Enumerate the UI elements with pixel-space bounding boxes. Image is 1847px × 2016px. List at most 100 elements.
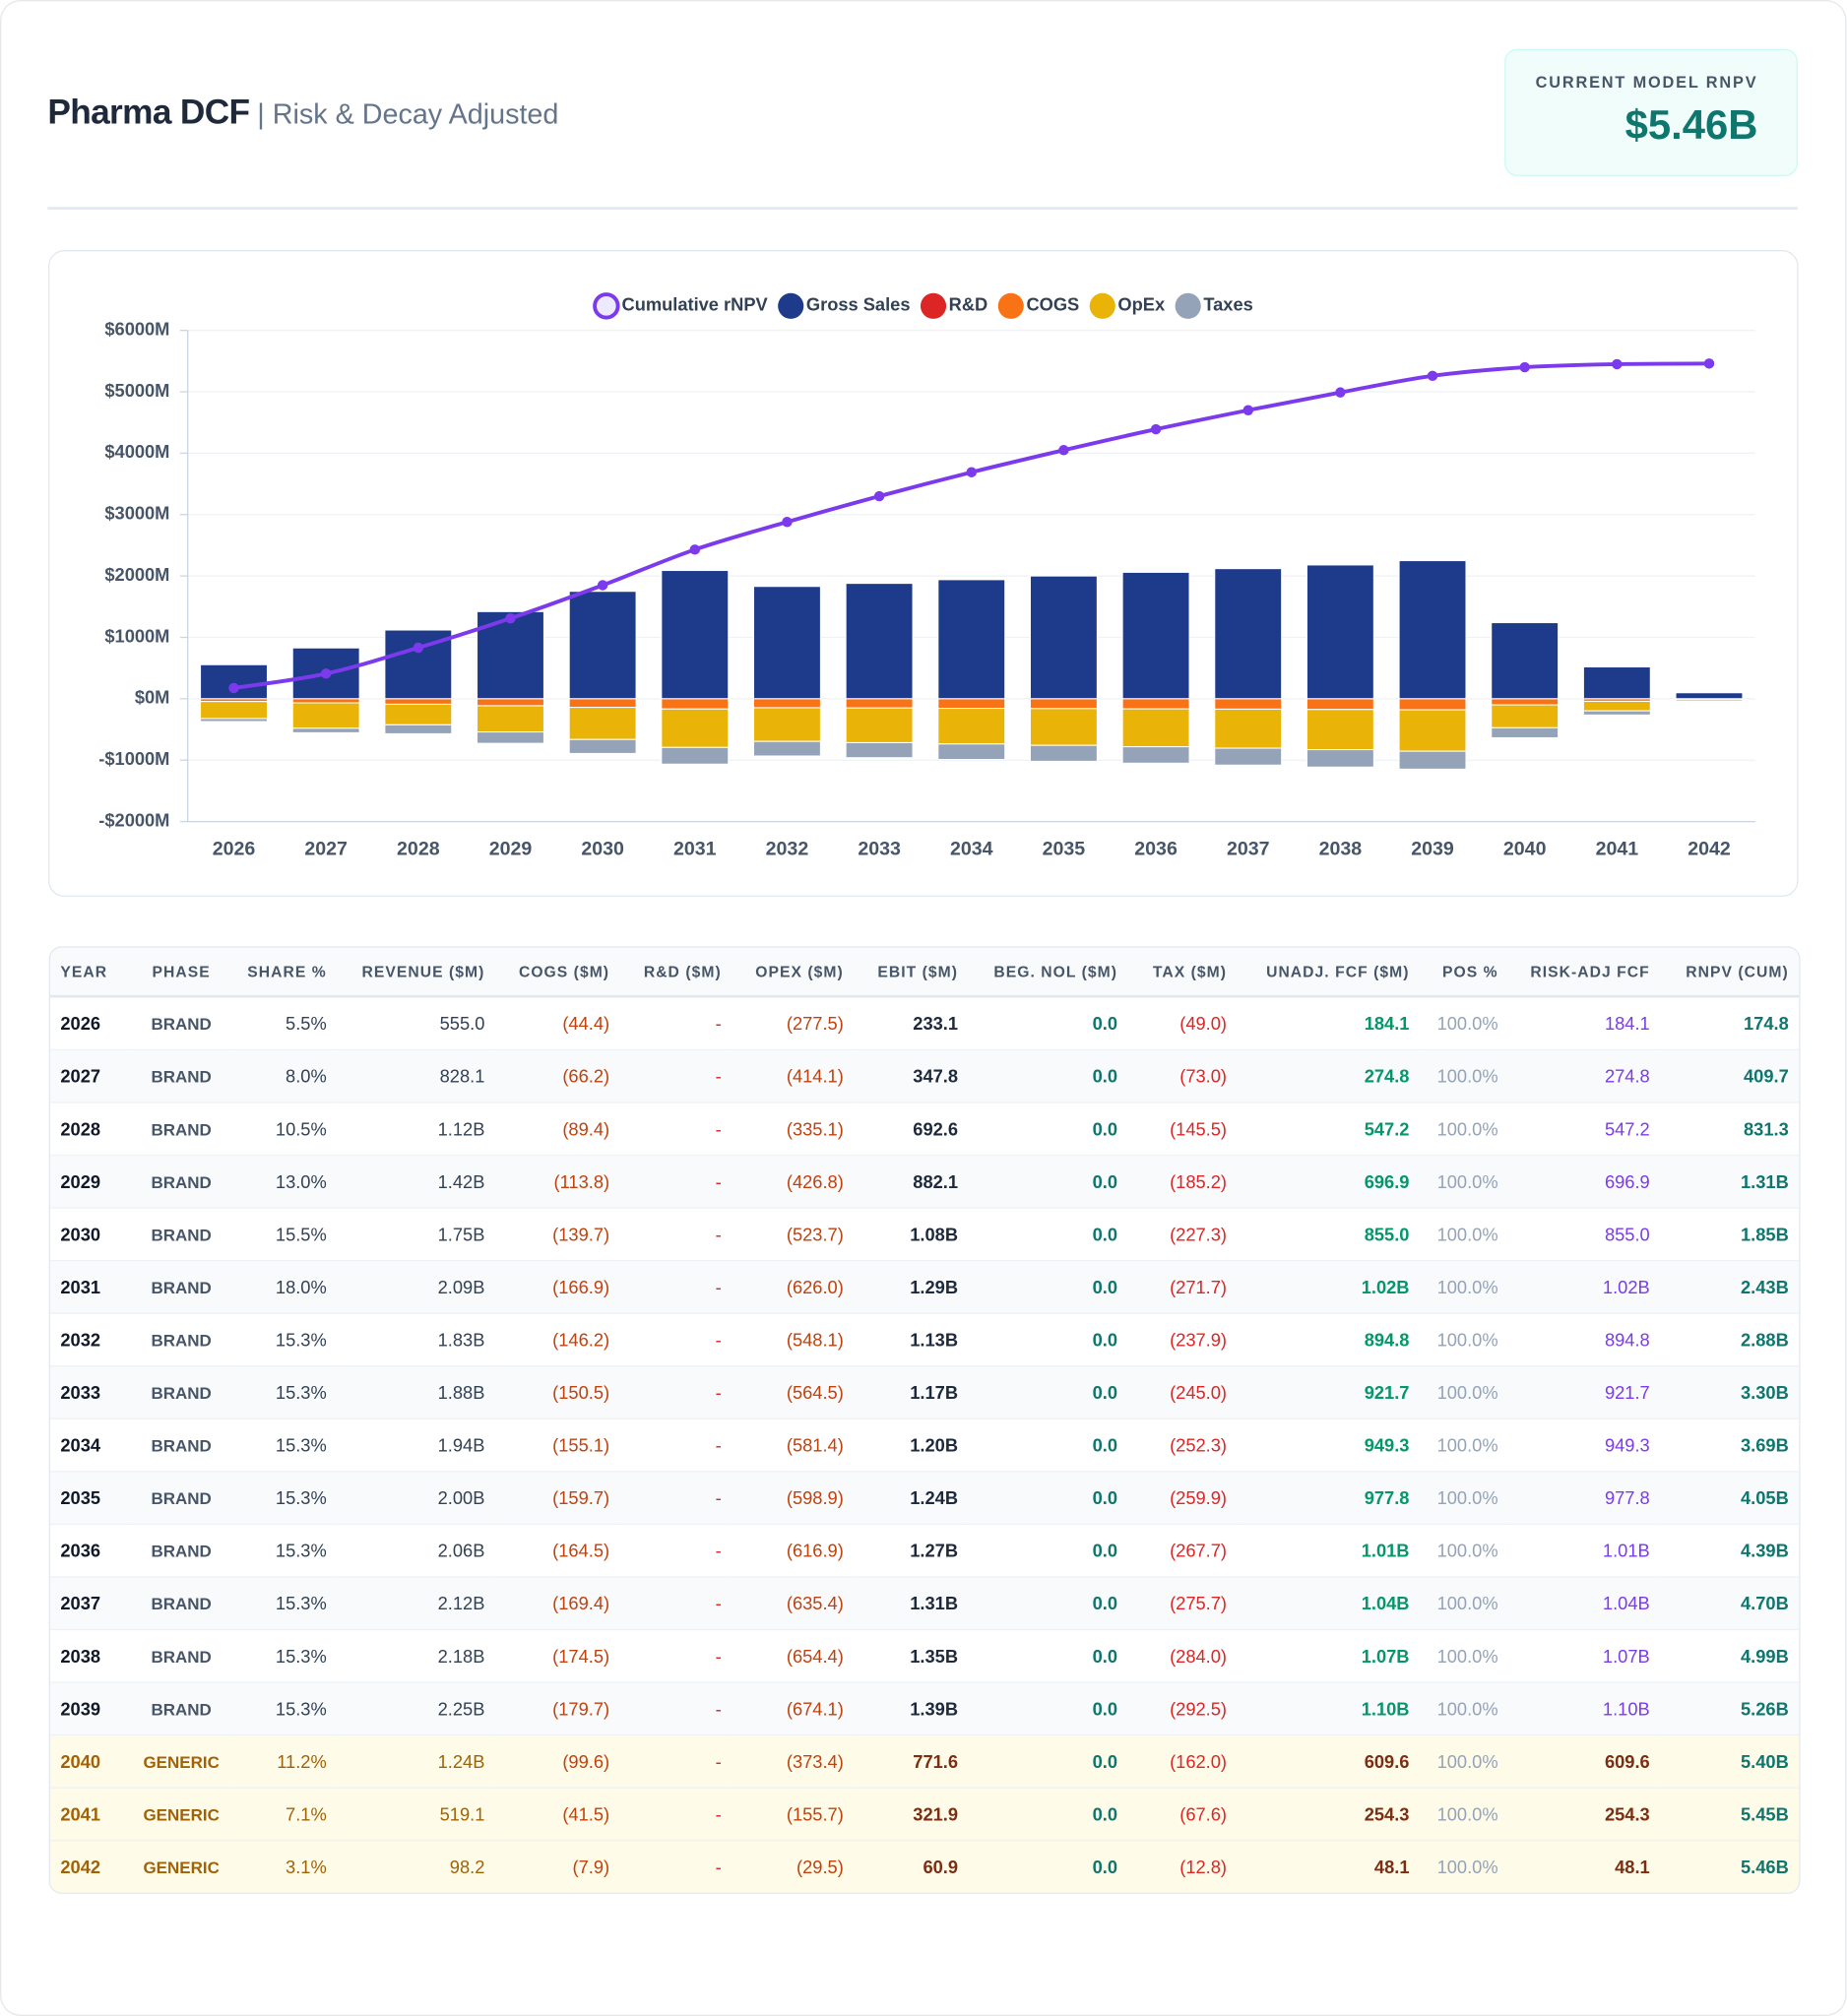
table-cell: (335.1) <box>732 1102 855 1156</box>
x-tick-label: 2040 <box>1503 839 1547 860</box>
table-cell: 609.6 <box>1508 1733 1661 1789</box>
bar <box>291 702 360 729</box>
bar <box>1306 698 1374 711</box>
legend-item: R&D <box>920 292 987 319</box>
table-cell: 831.3 <box>1660 1102 1800 1156</box>
table: YEAR PHASE SHARE % REVENUE ($M) COGS ($M) R&D… <box>49 947 1800 1893</box>
bar <box>661 746 730 765</box>
bar <box>1675 692 1744 700</box>
table-cell: 2029 <box>49 1154 130 1209</box>
line-point <box>1150 423 1162 435</box>
y-tick-label: $5000M <box>104 380 169 401</box>
bar <box>291 727 360 733</box>
x-tick-label: 2041 <box>1596 839 1639 860</box>
table-cell: BRAND <box>129 1365 233 1419</box>
column-header: RNPV (CUM) <box>1660 947 1800 998</box>
table-cell: 977.8 <box>1508 1471 1661 1525</box>
table-row: 2036 BRAND 15.3% 2.06B (164.5) - (616.9) 1.27B 0… <box>49 1523 1800 1577</box>
table-cell: 5.5% <box>232 995 338 1050</box>
table-cell: - <box>619 1102 732 1156</box>
table-cell: 0.0 <box>968 1154 1128 1209</box>
table-cell: 555.0 <box>337 995 495 1050</box>
table-cell: - <box>619 1681 732 1735</box>
y-tick-label: $0M <box>135 687 170 708</box>
table-cell: (67.6) <box>1127 1787 1238 1841</box>
table-cell: (49.0) <box>1127 995 1238 1050</box>
table-cell: BRAND <box>129 1576 233 1630</box>
bar <box>661 698 730 710</box>
table-row: 2039 BRAND 15.3% 2.25B (179.7) - (674.1) 1.39B 0… <box>49 1681 1800 1735</box>
table-cell: 5.45B <box>1660 1787 1800 1841</box>
y-tick-label: -$2000M <box>98 809 169 830</box>
table-cell: 771.6 <box>854 1733 969 1789</box>
table-cell: 1.27B <box>854 1523 969 1577</box>
table-cell: 5.26B <box>1660 1681 1800 1735</box>
table-cell: 1.01B <box>1237 1523 1420 1577</box>
table-cell: 1.13B <box>854 1312 969 1366</box>
table-cell: 0.0 <box>968 1523 1128 1577</box>
bar <box>1121 698 1190 710</box>
table-cell: 894.8 <box>1508 1312 1661 1366</box>
table-cell: (29.5) <box>732 1840 855 1893</box>
table-cell: (7.9) <box>494 1840 620 1893</box>
legend-marker <box>920 292 947 319</box>
table-cell: 1.75B <box>337 1207 495 1261</box>
column-header: COGS ($M) <box>494 947 620 998</box>
x-tick-label: 2039 <box>1411 839 1454 860</box>
x-tick-label: 2031 <box>673 839 717 860</box>
table-cell: (654.4) <box>732 1628 855 1683</box>
x-tick-label: 2032 <box>766 839 809 860</box>
table-cell: 1.07B <box>1237 1628 1420 1683</box>
table-cell: (426.8) <box>732 1154 855 1209</box>
table-cell: (174.5) <box>494 1628 620 1683</box>
table-row: 2030 BRAND 15.5% 1.75B (139.7) - (523.7) 1.08B 0… <box>49 1207 1800 1261</box>
table-cell: BRAND <box>129 1418 233 1472</box>
table-cell: 3.30B <box>1660 1365 1800 1419</box>
table-cell: 100.0% <box>1419 1365 1509 1419</box>
table-cell: 2037 <box>49 1576 130 1630</box>
bar <box>661 569 730 700</box>
table-row: 2037 BRAND 15.3% 2.12B (169.4) - (635.4) 1.31B 0… <box>49 1576 1800 1630</box>
table-cell: 609.6 <box>1237 1733 1420 1789</box>
legend-item: Gross Sales <box>778 292 911 319</box>
column-header: REVENUE ($M) <box>337 947 495 998</box>
table-cell: 0.0 <box>968 1628 1128 1683</box>
bar <box>384 703 453 725</box>
table-cell: - <box>619 1259 732 1314</box>
table-cell: (41.5) <box>494 1787 620 1841</box>
table-cell: 1.24B <box>337 1733 495 1789</box>
column-header: RISK-ADJ FCF <box>1508 947 1661 998</box>
table-cell: 98.2 <box>337 1840 495 1893</box>
bar <box>937 579 1006 700</box>
bar <box>1214 698 1283 710</box>
bar <box>752 586 821 700</box>
table-cell: 48.1 <box>1237 1840 1420 1893</box>
column-header: TAX ($M) <box>1127 947 1238 998</box>
table-cell: 2042 <box>49 1840 130 1893</box>
table-row: 2033 BRAND 15.3% 1.88B (150.5) - (564.5) 1.17B 0… <box>49 1365 1800 1419</box>
bar <box>752 740 821 757</box>
table-cell: 4.70B <box>1660 1576 1800 1630</box>
table-cell: (267.7) <box>1127 1523 1238 1577</box>
table-row: 2027 BRAND 8.0% 828.1 (66.2) - (414.1) 347.8 0.0… <box>49 1048 1800 1102</box>
table-cell: BRAND <box>129 1154 233 1209</box>
table-cell: 1.20B <box>854 1418 969 1472</box>
table-cell: 0.0 <box>968 1048 1128 1102</box>
bar <box>1675 700 1744 703</box>
legend-marker <box>778 292 804 319</box>
x-tick-label: 2037 <box>1227 839 1270 860</box>
table-cell: 321.9 <box>854 1787 969 1841</box>
bar <box>1029 708 1098 746</box>
table-cell: BRAND <box>129 1048 233 1102</box>
chart-card <box>47 250 1799 898</box>
bar <box>1491 698 1560 706</box>
line-point <box>320 668 332 679</box>
table-cell: (150.5) <box>494 1365 620 1419</box>
table-row: 2038 BRAND 15.3% 2.18B (174.5) - (654.4) 1.35B 0… <box>49 1628 1800 1683</box>
table-cell: 1.08B <box>854 1207 969 1261</box>
line-point <box>1242 405 1253 415</box>
table-cell: (598.9) <box>732 1471 855 1525</box>
column-header: POS % <box>1419 947 1509 998</box>
kpi-card: CURRENT MODEL RNPV $5.46B <box>1504 48 1798 176</box>
table-cell: 3.1% <box>232 1840 338 1893</box>
